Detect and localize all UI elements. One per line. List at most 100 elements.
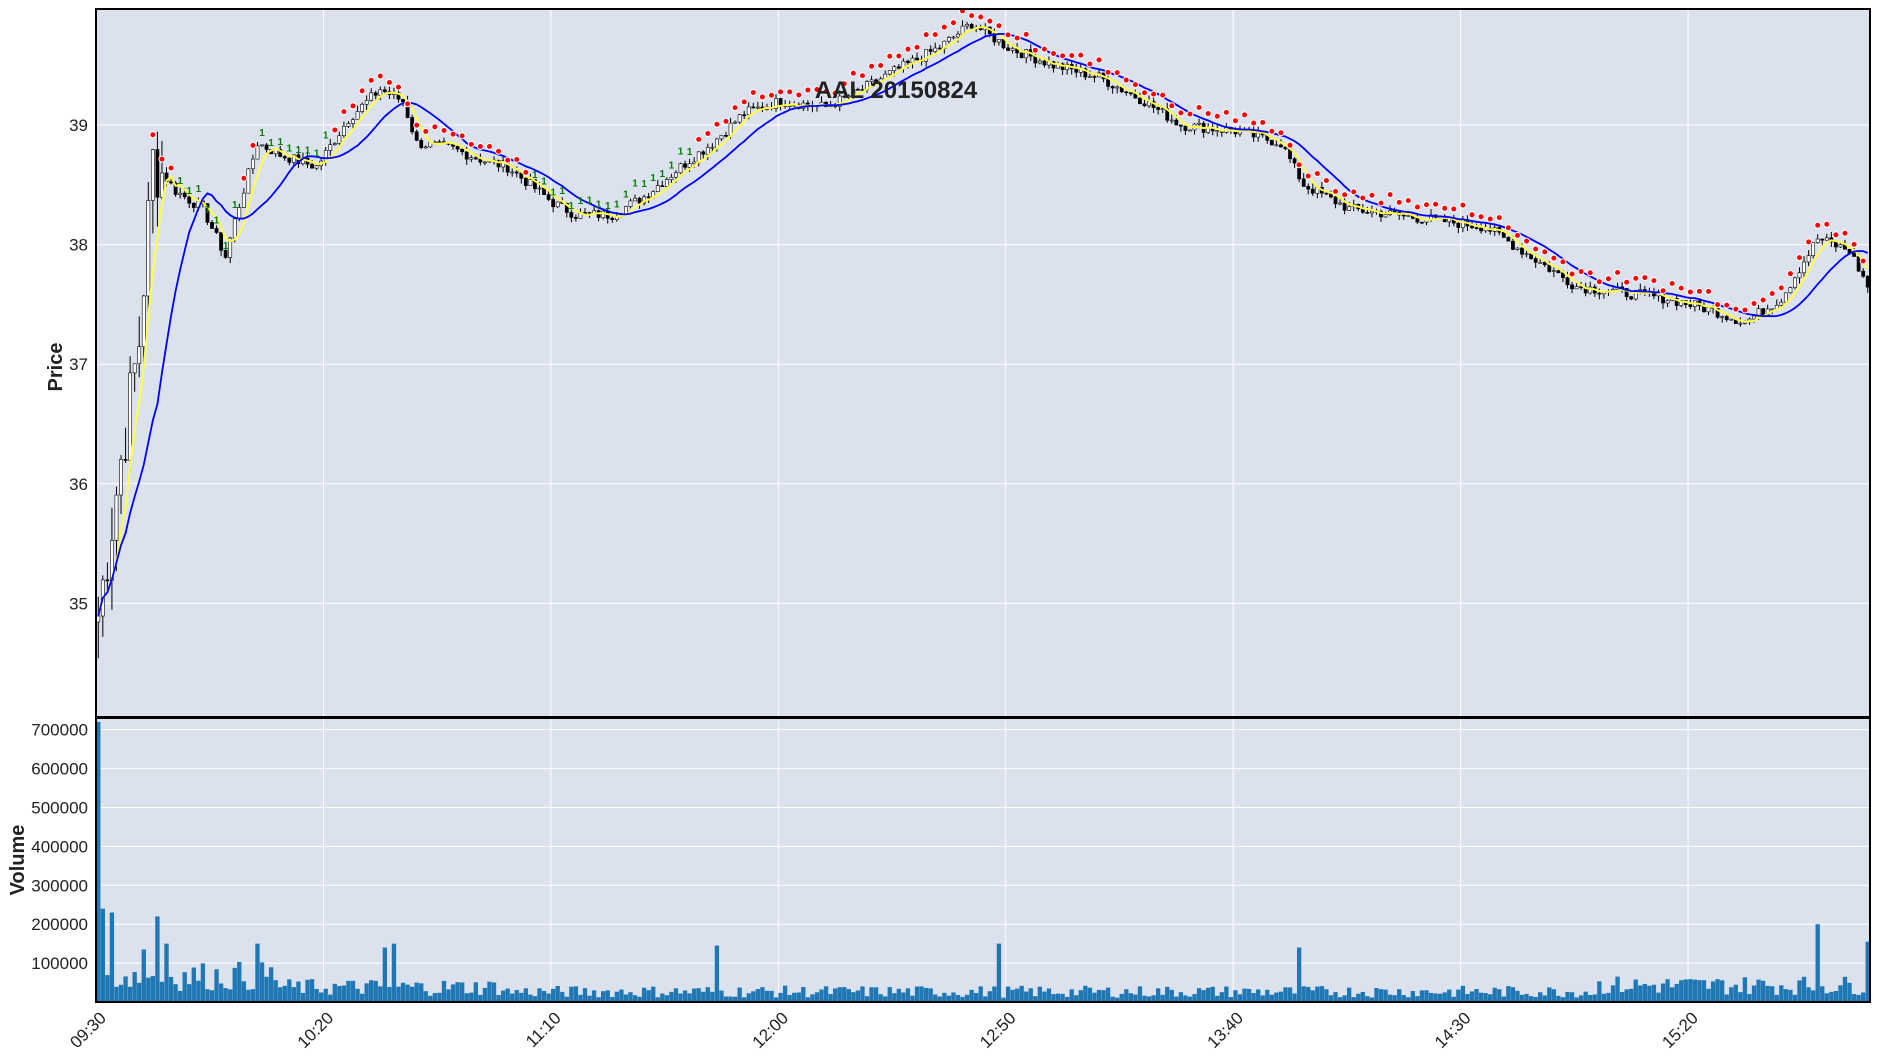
signal-marker: [1504, 224, 1512, 232]
volume-bar: [1401, 995, 1406, 1002]
volume-panel-background: [96, 718, 1870, 1002]
volume-bar: [441, 980, 447, 1002]
volume-bar: [974, 993, 979, 1002]
candle-body: [687, 163, 692, 168]
volume-bar: [1742, 977, 1748, 1002]
volume-bar: [1201, 990, 1206, 1002]
candle-body: [287, 157, 292, 163]
volume-bar: [887, 987, 892, 1002]
candle-body: [1802, 261, 1806, 274]
signal-marker: [385, 79, 393, 87]
candle-body: [1024, 49, 1029, 59]
volume-bar: [359, 993, 365, 1002]
signal-marker: [749, 89, 757, 97]
signal-marker: [1432, 200, 1440, 208]
signal-marker: [358, 87, 366, 95]
candle-body: [191, 202, 196, 208]
volume-bar: [1779, 985, 1784, 1002]
volume-bar: [200, 963, 206, 1002]
volume-bar: [1788, 989, 1793, 1002]
volume-bar: [196, 980, 201, 1002]
signal-marker: [1468, 211, 1476, 219]
volume-bar: [1397, 989, 1402, 1002]
candle-body: [173, 182, 178, 195]
volume-bar: [232, 967, 237, 1002]
signal-marker: [1322, 177, 1330, 185]
volume-bar: [1010, 989, 1015, 1002]
candle-body: [1460, 219, 1465, 228]
volume-bar: [378, 986, 383, 1002]
volume-bar: [596, 997, 601, 1002]
candle-body: [1551, 270, 1556, 272]
candle-body: [655, 185, 660, 192]
signal-marker: [886, 52, 894, 60]
candle-body: [1674, 298, 1679, 306]
signal-marker: [1614, 268, 1622, 276]
candle-body: [1324, 192, 1329, 195]
candle-body: [1815, 238, 1820, 243]
candle-body: [1379, 211, 1383, 218]
candle-body: [555, 201, 560, 208]
volume-bar: [646, 990, 651, 1002]
volume-bar: [300, 992, 306, 1002]
volume-bar: [732, 996, 738, 1002]
signal-marker: [1195, 103, 1203, 111]
volume-bar: [1597, 981, 1602, 1002]
candle-body: [1037, 60, 1042, 64]
volume-bar: [1265, 989, 1270, 1002]
volume-bar: [1592, 994, 1597, 1002]
volume-bar: [587, 995, 592, 1002]
volume-bar: [983, 996, 988, 1002]
volume-bar: [1569, 992, 1575, 1002]
candle-body: [155, 149, 160, 198]
signal-marker: [1450, 205, 1458, 213]
volume-bar: [1351, 997, 1356, 1002]
signal-marker: [1641, 274, 1649, 282]
volume-bar: [1251, 993, 1256, 1002]
volume-bar: [541, 990, 547, 1002]
volume-bar: [764, 990, 770, 1002]
volume-bar: [187, 984, 192, 1002]
volume-bar: [1515, 990, 1520, 1002]
candle-body: [455, 145, 460, 150]
volume-bar: [223, 988, 228, 1002]
candle-body: [150, 149, 155, 201]
candle-body: [414, 131, 419, 141]
signal-marker: [858, 72, 866, 80]
volume-bar: [1801, 976, 1807, 1002]
signal-marker: [1377, 199, 1385, 207]
volume-bar: [105, 975, 110, 1002]
candle-body: [965, 24, 969, 27]
signal-marker: [1104, 68, 1112, 76]
volume-bar: [1369, 997, 1375, 1002]
signal-marker: [349, 102, 357, 110]
volume-bar: [1838, 985, 1843, 1002]
candle-body: [1456, 222, 1461, 228]
signal-marker: [740, 98, 748, 106]
volume-bar: [1133, 994, 1138, 1002]
volume-axis-label: Volume: [7, 825, 29, 896]
signal-marker: [413, 121, 421, 129]
candle-body: [146, 200, 151, 297]
volume-bar: [146, 977, 151, 1002]
volume-bar: [1342, 995, 1347, 1002]
candle-body: [314, 165, 319, 169]
volume-bar: [1806, 987, 1811, 1002]
volume-tick-label: 100000: [31, 954, 88, 973]
signal-marker: [758, 93, 766, 101]
signal-marker: [1668, 279, 1676, 287]
volume-bar: [1560, 997, 1566, 1002]
candle-body: [255, 145, 260, 160]
volume-bar: [464, 993, 469, 1002]
signal-marker: [1623, 278, 1631, 286]
volume-tick-label: 600000: [31, 760, 88, 779]
volume-bar: [268, 967, 274, 1002]
hold-marker: 1: [277, 137, 283, 148]
signal-marker: [1814, 221, 1822, 229]
hold-marker: 1: [268, 138, 274, 149]
signal-marker: [777, 88, 785, 96]
candle-body: [1060, 63, 1065, 70]
candle-body: [1001, 39, 1006, 49]
candle-body: [1215, 130, 1220, 132]
volume-bar: [1751, 985, 1757, 1002]
